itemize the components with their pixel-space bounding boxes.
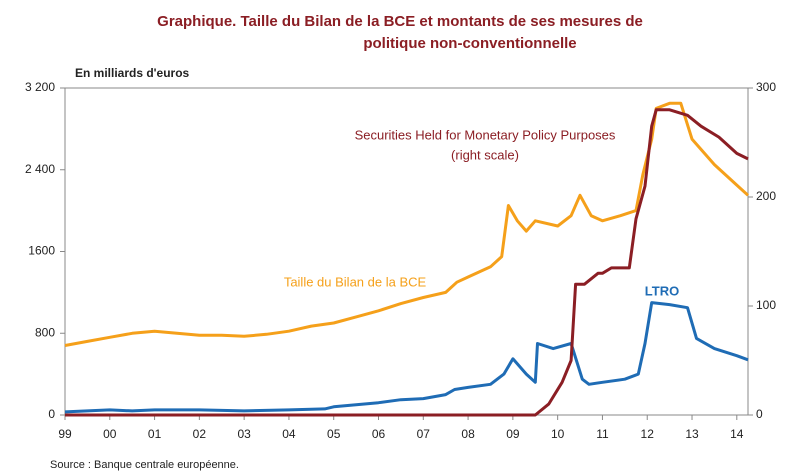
annotation: Securities Held for Monetary Policy Purp… — [355, 127, 616, 142]
annotation: (right scale) — [451, 147, 519, 162]
x-tick-label: 02 — [193, 427, 207, 441]
chart-title: Graphique. Taille du Bilan de la BCE et … — [157, 13, 643, 30]
x-tick-label: 13 — [685, 427, 699, 441]
series-line — [65, 108, 749, 417]
y-tick-label: 1600 — [28, 244, 55, 258]
x-tick-label: 11 — [596, 427, 609, 441]
annotation: LTRO — [645, 283, 679, 298]
source: Source : Banque centrale européenne. — [50, 459, 239, 471]
x-tick-label: 00 — [103, 427, 117, 441]
x-tick-label: 09 — [506, 427, 520, 441]
x-tick-label: 05 — [327, 427, 341, 441]
x-tick-label: 04 — [282, 427, 296, 441]
y2-tick-label: 300 — [756, 80, 776, 94]
x-tick-label: 06 — [372, 427, 386, 441]
y-tick-label: 3 200 — [25, 80, 55, 94]
annotation: Taille du Bilan de la BCE — [284, 274, 427, 289]
y-tick-label: 2 400 — [25, 162, 55, 176]
y2-tick-label: 200 — [756, 189, 776, 203]
x-tick-label: 99 — [58, 427, 72, 441]
x-tick-label: 03 — [237, 427, 251, 441]
x-tick-label: 10 — [551, 427, 565, 441]
y-tick-label: 0 — [48, 407, 55, 421]
x-tick-label: 01 — [148, 427, 162, 441]
y-tick-label: 800 — [35, 325, 55, 339]
y2-tick-label: 100 — [756, 298, 776, 312]
series-line — [64, 101, 750, 347]
y-axis-label: En milliards d'euros — [75, 66, 190, 80]
chart-title: politique non-conventionnelle — [363, 35, 576, 52]
series-line — [64, 301, 749, 414]
x-tick-label: 08 — [461, 427, 475, 441]
x-tick-label: 12 — [641, 427, 655, 441]
x-tick-label: 07 — [417, 427, 431, 441]
y2-tick-label: 0 — [756, 407, 763, 421]
x-tick-label: 14 — [730, 427, 744, 441]
